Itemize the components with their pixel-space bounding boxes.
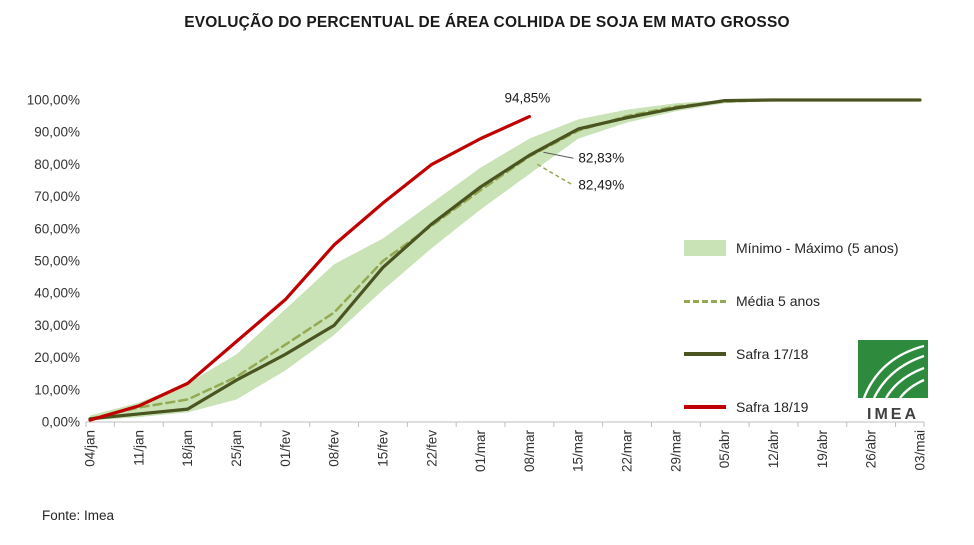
line-swatch-17-18 (684, 352, 726, 356)
legend-item-media: Média 5 anos (684, 292, 899, 310)
x-tick-label: 18/jan (180, 430, 195, 467)
series-line-safra-17-18 (88, 98, 922, 421)
band-swatch (684, 240, 726, 256)
x-tick-label: 19/abr (815, 429, 830, 468)
x-tick-label: 22/mar (620, 430, 635, 473)
y-tick-label: 100,00% (27, 93, 80, 108)
x-tick-label: 15/mar (571, 430, 586, 473)
y-tick-label: 50,00% (34, 254, 80, 269)
x-tick-label: 12/abr (766, 429, 781, 468)
imea-logo: IMEA (858, 340, 928, 424)
legend-item-safra-18-19: Safra 18/19 (684, 398, 899, 416)
line-swatch-18-19 (684, 405, 726, 409)
x-tick-label: 11/jan (131, 430, 146, 466)
legend-item-min-max: Mínimo - Máximo (5 anos) (684, 239, 899, 257)
imea-logo-curves (862, 344, 925, 399)
annotation-connector (537, 163, 574, 187)
x-tick-label: 08/mar (522, 430, 537, 473)
x-tick-label: 03/mai (913, 430, 928, 471)
annotation-label: 82,83% (578, 150, 624, 165)
x-tick-label: 22/fev (424, 430, 439, 467)
dashed-line-swatch (684, 299, 726, 303)
x-tick-label: 05/abr (717, 429, 732, 468)
annotation-label: 82,49% (578, 177, 624, 192)
legend-item-safra-17-18: Safra 17/18 (684, 345, 899, 363)
legend-label-media: Média 5 anos (736, 293, 821, 309)
x-tick-label: 25/jan (229, 430, 244, 467)
legend: Mínimo - Máximo (5 anos) Média 5 anos Sa… (684, 239, 899, 416)
legend-label-safra-18-19: Safra 18/19 (736, 399, 809, 415)
x-tick-label: 29/mar (668, 430, 683, 473)
y-tick-label: 80,00% (34, 157, 80, 172)
legend-label-min-max: Mínimo - Máximo (5 anos) (736, 240, 899, 256)
x-tick-label: 01/fev (278, 430, 293, 467)
imea-logo-mark (858, 340, 928, 399)
y-tick-label: 60,00% (34, 221, 80, 236)
x-tick-label: 26/abr (864, 429, 879, 468)
x-tick-label: 04/jan (83, 430, 98, 467)
y-tick-label: 10,00% (34, 382, 80, 397)
y-tick-label: 0,00% (42, 415, 80, 430)
band-area (90, 100, 920, 421)
imea-logo-text: IMEA (867, 406, 919, 423)
x-tick-label: 08/fev (327, 430, 342, 467)
y-tick-label: 70,00% (34, 189, 80, 204)
x-tick-label: 01/mar (473, 430, 488, 473)
source-note: Fonte: Imea (42, 508, 115, 523)
x-tick-label: 15/fev (375, 430, 390, 467)
series-line-safra-18-19 (88, 114, 532, 422)
y-tick-label: 20,00% (34, 350, 80, 365)
annotation-connector (543, 151, 574, 159)
annotation-label: 94,85% (505, 91, 551, 106)
legend-label-safra-17-18: Safra 17/18 (736, 346, 809, 362)
y-tick-label: 90,00% (34, 125, 80, 140)
y-tick-label: 30,00% (34, 318, 80, 333)
y-tick-label: 40,00% (34, 286, 80, 301)
chart-title: EVOLUÇÃO DO PERCENTUAL DE ÁREA COLHIDA D… (184, 14, 790, 31)
